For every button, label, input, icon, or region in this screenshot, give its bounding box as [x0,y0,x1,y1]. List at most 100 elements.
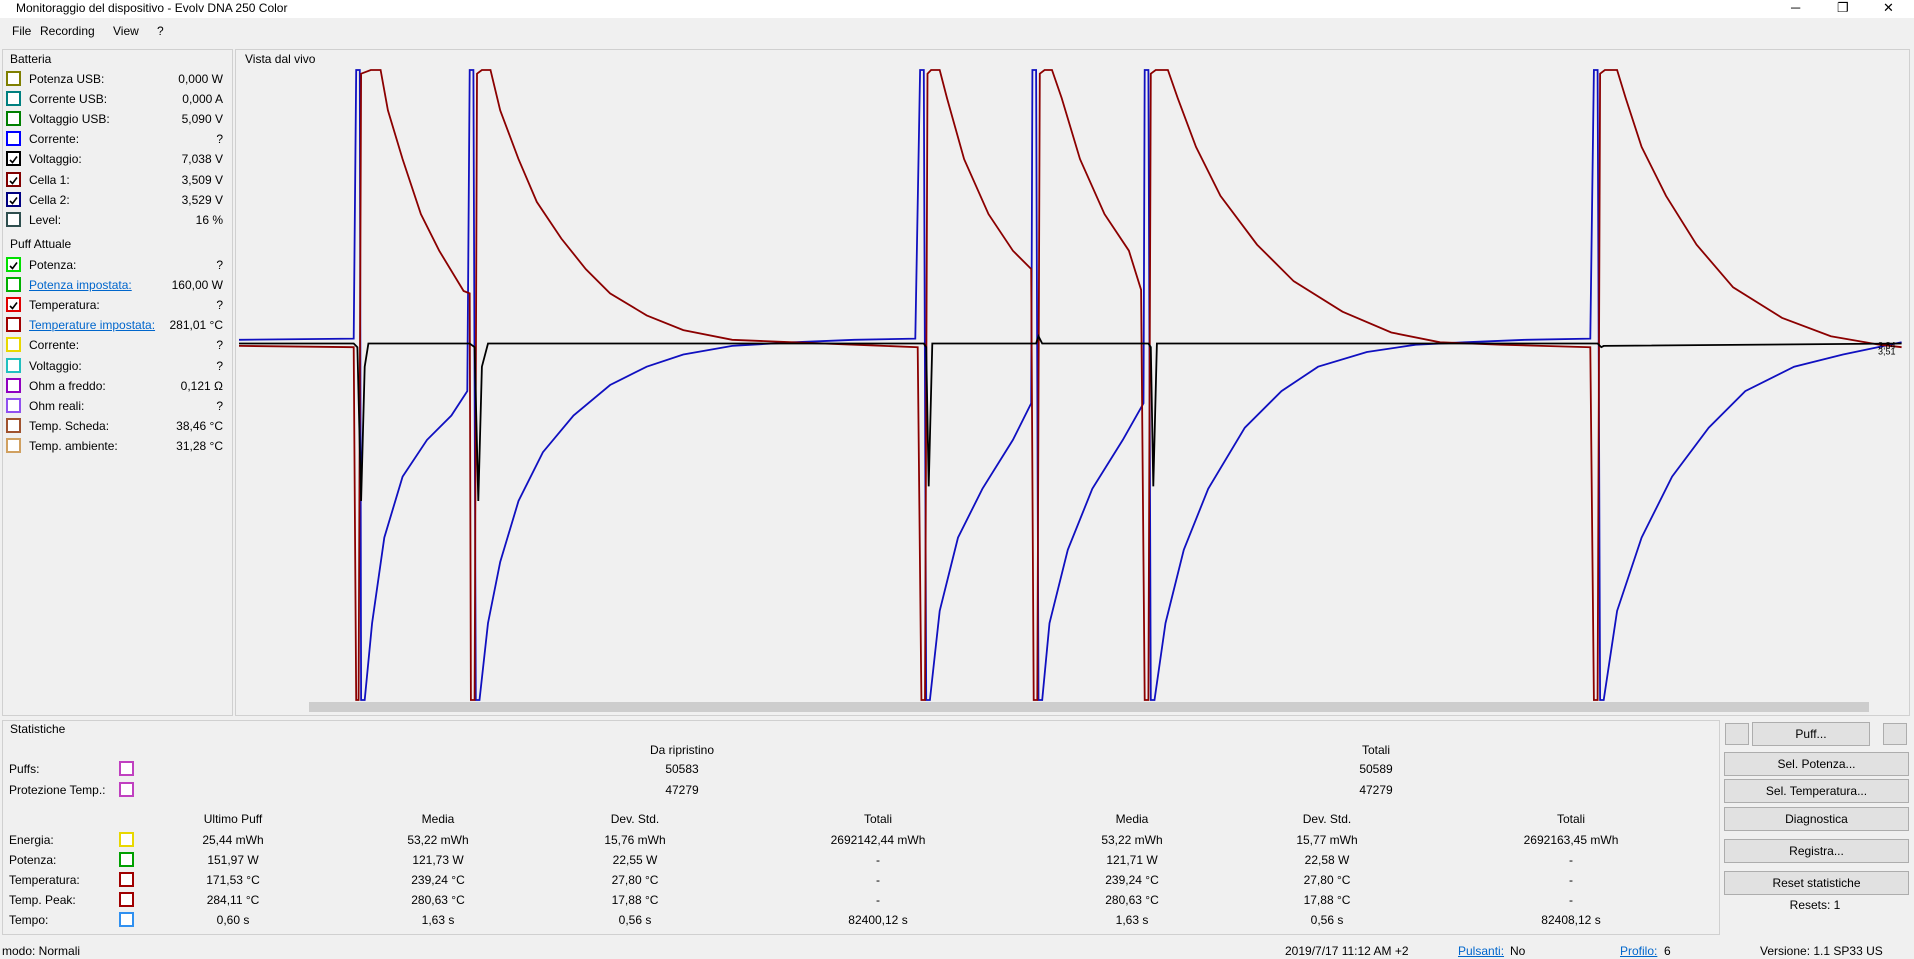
menu-item[interactable]: Recording [40,24,95,38]
checkbox[interactable] [6,191,21,207]
row-label: Temp. ambiente: [29,438,118,453]
checkbox[interactable] [6,377,21,393]
checkbox[interactable] [6,111,21,127]
checkbox[interactable] [6,91,21,107]
row-value: 0,000 A [182,92,223,107]
column-header: Totali [863,812,893,826]
button[interactable]: Reset statistiche [1724,871,1909,895]
icon-button[interactable] [1883,723,1907,745]
checkbox[interactable] [6,417,21,433]
row-label: Potenza: [29,258,77,272]
status-profile-label[interactable]: Profilo: [1620,944,1658,958]
checkbox[interactable] [119,892,134,907]
checkbox[interactable] [6,131,21,147]
stat-value: 0,56 s [618,913,652,927]
check-mark [9,262,18,270]
checkbox[interactable] [6,357,21,373]
icon-button[interactable] [1725,723,1749,745]
stat-value: 1,63 s [421,913,455,927]
button[interactable]: Diagnostica [1724,807,1909,831]
stat-value: 82400,12 s [848,913,908,927]
stat-value: 2692163,45 mWh [1523,833,1619,847]
row-value: 3,529 V [181,192,223,207]
row-label: Corrente: [29,132,80,147]
scrollbar[interactable] [239,700,1904,714]
row-value: 16 % [195,212,223,227]
group-header: Da ripristino [649,743,715,757]
button[interactable]: Registra... [1724,839,1909,863]
row-value: 0,121 Ω [180,378,223,393]
stat-value: - [876,853,880,867]
checkbox[interactable] [6,337,21,353]
checkbox[interactable] [6,317,21,333]
column-header: Totali [1556,812,1586,826]
button[interactable]: Sel. Temperatura... [1724,779,1909,803]
checkbox[interactable] [6,171,21,187]
checkbox[interactable] [119,832,134,847]
stat-value: 22,55 W [612,853,658,867]
status-version: Versione: 1.1 SP33 US [1760,944,1883,958]
row-label: Voltaggio USB: [29,112,110,127]
window-close[interactable]: ✕ [1883,0,1894,15]
scrollbar-thumb[interactable] [309,702,1869,712]
row-label: Level: [29,212,62,227]
row-value: 0,000 W [178,72,223,86]
stat-value: 1,63 s [1115,913,1149,927]
stat-value: 15,76 mWh [604,833,666,847]
checkbox[interactable] [6,397,21,413]
checkbox[interactable] [119,782,134,797]
checkbox[interactable] [6,211,21,227]
title-bar [0,0,1914,18]
stat-value: 239,24 °C [411,873,465,887]
column-header: Media [421,812,455,826]
checkbox[interactable] [6,151,21,167]
status-profile-value: 6 [1664,944,1671,958]
checkbox[interactable] [6,297,21,313]
row-value: 31,28 °C [176,438,223,453]
status-datetime: 2019/7/17 11:12 AM +2 [1285,944,1409,958]
column-header: Media [1115,812,1149,826]
checkbox[interactable] [119,872,134,887]
button[interactable]: Sel. Potenza... [1724,752,1909,776]
button[interactable]: Puff... [1752,722,1870,746]
row-value: 3,509 V [181,172,223,187]
checkbox[interactable] [119,912,134,927]
row-label: Ohm reali: [29,398,85,413]
chart-panel [235,49,1910,716]
stat-label: Potenza: [9,853,57,867]
menu-item[interactable]: ? [157,24,164,38]
check-mark [9,176,18,185]
window-minimize[interactable]: ─ [1791,0,1801,15]
checkbox[interactable] [119,852,134,867]
menu-item[interactable]: File [12,24,32,38]
stat-value: 284,11 °C [206,893,260,907]
row-value: 281,01 °C [169,318,223,333]
stat-label: Energia: [9,833,54,847]
row-label: Corrente: [29,338,80,353]
stat-value: 25,44 mWh [202,833,264,847]
menu-item[interactable]: View [113,24,139,38]
check-mark [9,196,18,205]
checkbox[interactable] [6,437,21,453]
section-title: Batteria [10,52,52,66]
row-label: Voltaggio: [29,358,82,373]
stat-label: Temp. Peak: [9,893,76,907]
stat-value: 50589 [1359,762,1393,776]
stat-value: 171,53 °C [206,873,260,887]
status-buttons-label[interactable]: Pulsanti: [1458,944,1505,958]
checkbox[interactable] [6,71,21,86]
stat-value: - [1569,853,1573,867]
checkbox[interactable] [6,277,21,293]
row-label[interactable]: Temperature impostata: [29,318,156,333]
stat-value: 50583 [665,762,699,776]
row-value: 7,038 V [181,152,223,167]
row-label[interactable]: Potenza impostata: [29,278,132,293]
stat-value: 17,88 °C [611,893,659,907]
checkbox[interactable] [119,761,134,776]
window-maximize[interactable]: ❐ [1837,0,1849,15]
checkbox[interactable] [6,257,21,272]
stat-value: 280,63 °C [411,893,465,907]
stat-value: 27,80 °C [1303,873,1351,887]
stat-value: - [1569,873,1573,887]
